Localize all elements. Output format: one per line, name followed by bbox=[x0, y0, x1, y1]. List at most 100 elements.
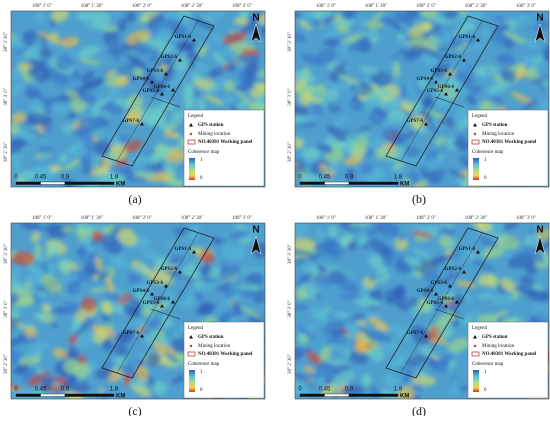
texture-blob bbox=[86, 252, 97, 264]
texture-blob bbox=[474, 64, 499, 77]
texture-blob bbox=[313, 273, 336, 286]
texture-blob bbox=[92, 11, 111, 27]
texture-blob bbox=[94, 140, 112, 156]
texture-blob bbox=[488, 292, 512, 306]
texture-blob bbox=[382, 368, 406, 387]
texture-blob bbox=[477, 273, 497, 287]
texture-blob bbox=[131, 317, 147, 325]
texture-blob bbox=[310, 90, 322, 99]
legend-mining: Mining location bbox=[198, 344, 231, 349]
texture-blob bbox=[140, 35, 149, 44]
texture-blob bbox=[257, 13, 265, 25]
legend-box bbox=[467, 109, 549, 187]
colorbar-max: 1 bbox=[200, 158, 203, 163]
longitude-label: 108° 1' 0" bbox=[316, 4, 336, 9]
texture-blob bbox=[135, 365, 149, 381]
panel-divider bbox=[116, 232, 199, 374]
texture-blob bbox=[62, 124, 75, 135]
texture-blob bbox=[420, 11, 438, 20]
texture-blob bbox=[433, 33, 452, 48]
texture-blob bbox=[323, 144, 332, 153]
texture-blob bbox=[142, 307, 153, 317]
texture-blob bbox=[423, 156, 445, 172]
legend-title: Legend bbox=[472, 114, 487, 119]
texture-blob bbox=[433, 301, 448, 311]
scale-label: 0.45 bbox=[319, 387, 331, 393]
texture-blob bbox=[331, 369, 355, 388]
texture-blob bbox=[26, 132, 36, 144]
longitude-label: 108° 1' 0" bbox=[32, 4, 52, 9]
legend-box bbox=[183, 109, 265, 187]
gps-label: GPS2-6 bbox=[161, 55, 178, 60]
scale-label: 1.8 bbox=[110, 175, 119, 181]
longitude-label: 108° 3' 0" bbox=[516, 216, 536, 221]
texture-blob bbox=[381, 254, 393, 268]
texture-blob bbox=[338, 268, 355, 277]
latitude-label: 38° 3' 30" bbox=[288, 244, 293, 264]
legend-panel-symbol bbox=[187, 351, 196, 357]
texture-blob bbox=[63, 158, 82, 171]
colorbar-min: 0 bbox=[484, 176, 487, 181]
texture-blob bbox=[113, 11, 121, 15]
texture-blob bbox=[34, 243, 42, 257]
texture-blob bbox=[235, 283, 258, 291]
texture-blob bbox=[381, 117, 403, 128]
texture-blob bbox=[24, 115, 38, 127]
colorbar-min: 0 bbox=[200, 176, 203, 181]
texture-blob bbox=[338, 73, 360, 86]
gps-marker bbox=[444, 304, 448, 308]
map-texture bbox=[11, 223, 265, 399]
texture-blob bbox=[11, 152, 24, 163]
gps-marker bbox=[140, 334, 144, 338]
texture-blob bbox=[59, 272, 80, 283]
texture-blob bbox=[11, 251, 35, 266]
texture-blob bbox=[495, 24, 511, 32]
texture-blob bbox=[412, 231, 433, 238]
texture-blob bbox=[238, 11, 250, 19]
texture-blob bbox=[303, 366, 315, 374]
texture-blob bbox=[435, 311, 456, 327]
texture-blob bbox=[24, 268, 46, 286]
texture-blob bbox=[295, 223, 308, 242]
legend-title: Legend bbox=[188, 114, 203, 119]
texture-blob bbox=[51, 240, 59, 250]
texture-blob bbox=[11, 383, 23, 390]
scale-label: 0 bbox=[14, 387, 18, 393]
texture-blob bbox=[173, 352, 187, 360]
texture-blob bbox=[11, 112, 27, 124]
texture-blob bbox=[197, 97, 206, 113]
texture-blob bbox=[437, 54, 455, 61]
texture-blob bbox=[223, 287, 235, 299]
texture-blob bbox=[117, 227, 138, 247]
texture-blob bbox=[331, 395, 342, 399]
texture-blob bbox=[11, 83, 25, 97]
texture-blob bbox=[40, 274, 62, 294]
texture-blob bbox=[92, 328, 107, 344]
panel-caption: (d) bbox=[412, 404, 426, 416]
gps-label: GPS7-6 bbox=[123, 331, 140, 336]
texture-blob bbox=[459, 386, 469, 391]
gps-label: GPS5-6 bbox=[143, 89, 160, 94]
legend-panel-symbol bbox=[471, 139, 480, 145]
texture-blob bbox=[11, 122, 20, 135]
texture-blob bbox=[341, 384, 365, 396]
texture-blob bbox=[80, 70, 95, 83]
gps-label: GPS7-6 bbox=[123, 119, 140, 124]
texture-blob bbox=[344, 325, 361, 331]
texture-blob bbox=[301, 259, 317, 273]
texture-blob bbox=[190, 72, 203, 83]
legend-panel: NO.40301 Working panel bbox=[482, 352, 537, 357]
latitude-label: 38° 3' 0" bbox=[288, 88, 293, 105]
texture-blob bbox=[118, 166, 135, 178]
texture-blob bbox=[326, 125, 348, 143]
texture-blob bbox=[190, 93, 197, 101]
panel-divider bbox=[150, 96, 181, 108]
texture-blob bbox=[42, 102, 55, 115]
texture-blob bbox=[18, 356, 41, 366]
texture-blob bbox=[393, 61, 401, 78]
colorbar bbox=[189, 158, 195, 180]
texture-blob bbox=[403, 178, 412, 187]
texture-blob bbox=[466, 63, 473, 72]
